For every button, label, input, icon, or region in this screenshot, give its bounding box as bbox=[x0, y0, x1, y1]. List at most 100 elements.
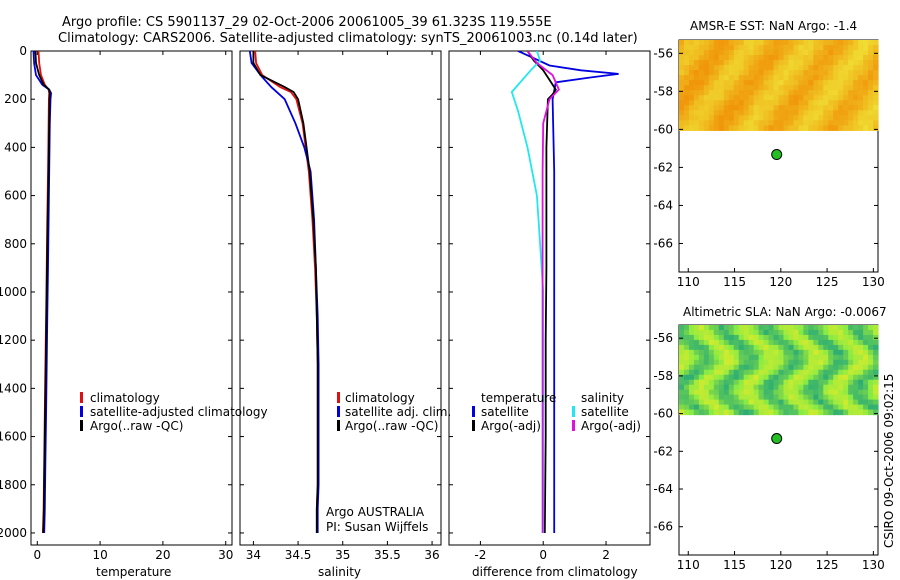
heatmap-cell bbox=[763, 329, 770, 336]
heatmap-cell bbox=[873, 329, 879, 336]
legend-label-satellite: satellite-adjusted climatology bbox=[90, 405, 268, 419]
heatmap-cell bbox=[743, 329, 750, 336]
heatmap-cell bbox=[823, 399, 829, 406]
heatmap-cell bbox=[733, 364, 740, 371]
heatmap-cell bbox=[823, 95, 829, 101]
heatmap-cell bbox=[703, 75, 710, 81]
heatmap-cell bbox=[728, 399, 735, 406]
heatmap-cell bbox=[768, 95, 775, 101]
heatmap-cell bbox=[783, 75, 790, 81]
heatmap-cell bbox=[833, 339, 839, 346]
heatmap-cell bbox=[833, 80, 839, 86]
heatmap-cell bbox=[813, 45, 819, 51]
heatmap-cell bbox=[743, 40, 750, 46]
heatmap-cell bbox=[768, 70, 775, 76]
heatmap-cell bbox=[803, 359, 809, 366]
heatmap-cell bbox=[818, 45, 824, 51]
heatmap-cell bbox=[683, 100, 690, 106]
heatmap-cell bbox=[713, 344, 720, 351]
heatmap-cell bbox=[818, 389, 824, 396]
heatmap-cell bbox=[688, 389, 695, 396]
heatmap-cell bbox=[688, 100, 695, 106]
heatmap-cell bbox=[863, 40, 869, 46]
heatmap-cell bbox=[713, 115, 720, 121]
heatmap-cell bbox=[688, 75, 695, 81]
heatmap-cell bbox=[738, 40, 745, 46]
heatmap-cell bbox=[803, 329, 809, 336]
heatmap-cell bbox=[808, 100, 814, 106]
heatmap-cell bbox=[718, 349, 725, 356]
heatmap-cell bbox=[728, 110, 735, 116]
heatmap-cell bbox=[698, 125, 705, 131]
heatmap-cell bbox=[748, 120, 755, 126]
heatmap-cell bbox=[743, 364, 750, 371]
heatmap-cell bbox=[753, 110, 760, 116]
heatmap-cell bbox=[708, 399, 715, 406]
heatmap-cell bbox=[773, 409, 780, 416]
heatmap-cell bbox=[703, 394, 710, 401]
heatmap-cell bbox=[833, 45, 839, 51]
heatmap-cell bbox=[778, 394, 785, 401]
heatmap-cell bbox=[823, 125, 829, 131]
heatmap-cell bbox=[843, 70, 849, 76]
heatmap-cell bbox=[838, 329, 844, 336]
x-tick-label: 125 bbox=[816, 558, 839, 572]
heatmap-cell bbox=[798, 120, 804, 126]
heatmap-cell bbox=[843, 339, 849, 346]
heatmap-cell bbox=[758, 369, 765, 376]
heatmap-cell bbox=[813, 50, 819, 56]
heatmap-cell bbox=[843, 105, 849, 111]
heatmap-cell bbox=[773, 404, 780, 411]
heatmap-cell bbox=[718, 75, 725, 81]
heatmap-cell bbox=[853, 354, 859, 361]
heatmap-cell bbox=[713, 65, 720, 71]
heatmap-cell bbox=[723, 344, 730, 351]
heatmap-cell bbox=[683, 55, 690, 61]
heatmap-cell bbox=[718, 329, 725, 336]
heatmap-cell bbox=[693, 364, 700, 371]
heatmap-cell bbox=[743, 95, 750, 101]
heatmap-cell bbox=[868, 364, 874, 371]
heatmap-cell bbox=[858, 374, 864, 381]
heatmap-cell bbox=[763, 394, 770, 401]
heatmap-cell bbox=[863, 404, 869, 411]
heatmap-cell bbox=[723, 85, 730, 91]
heatmap-cell bbox=[773, 125, 780, 131]
heatmap-cell bbox=[768, 334, 775, 341]
heatmap-cell bbox=[718, 70, 725, 76]
heatmap-cell bbox=[723, 339, 730, 346]
heatmap-cell bbox=[708, 65, 715, 71]
heatmap-cell bbox=[773, 75, 780, 81]
salinity-xlabel: salinity bbox=[318, 565, 361, 579]
heatmap-cell bbox=[738, 110, 745, 116]
x-tick-label: 34.5 bbox=[285, 548, 312, 562]
heatmap-cell bbox=[773, 110, 780, 116]
heatmap-cell bbox=[728, 364, 735, 371]
difference-profile-lines bbox=[510, 51, 619, 534]
heatmap-cell bbox=[708, 75, 715, 81]
heatmap-cell bbox=[823, 334, 829, 341]
heatmap-cell bbox=[728, 404, 735, 411]
heatmap-cell bbox=[783, 349, 790, 356]
y-tick-label: -62 bbox=[653, 160, 673, 174]
heatmap-cell bbox=[773, 80, 780, 86]
heatmap-cell bbox=[763, 60, 770, 66]
heatmap-cell bbox=[853, 85, 859, 91]
heatmap-cell bbox=[863, 354, 869, 361]
heatmap-cell bbox=[833, 70, 839, 76]
heatmap-cell bbox=[858, 85, 864, 91]
heatmap-cell bbox=[683, 394, 690, 401]
heatmap-cell bbox=[763, 100, 770, 106]
heatmap-cell bbox=[688, 85, 695, 91]
heatmap-cell bbox=[863, 50, 869, 56]
y-tick-label: -66 bbox=[653, 236, 673, 250]
heatmap-cell bbox=[813, 369, 819, 376]
heatmap-cell bbox=[778, 369, 785, 376]
heatmap-cell bbox=[838, 379, 844, 386]
heatmap-cell bbox=[853, 125, 859, 131]
heatmap-cell bbox=[783, 399, 790, 406]
heatmap-cell bbox=[818, 125, 824, 131]
heatmap-cell bbox=[713, 90, 720, 96]
heatmap-cell bbox=[833, 374, 839, 381]
